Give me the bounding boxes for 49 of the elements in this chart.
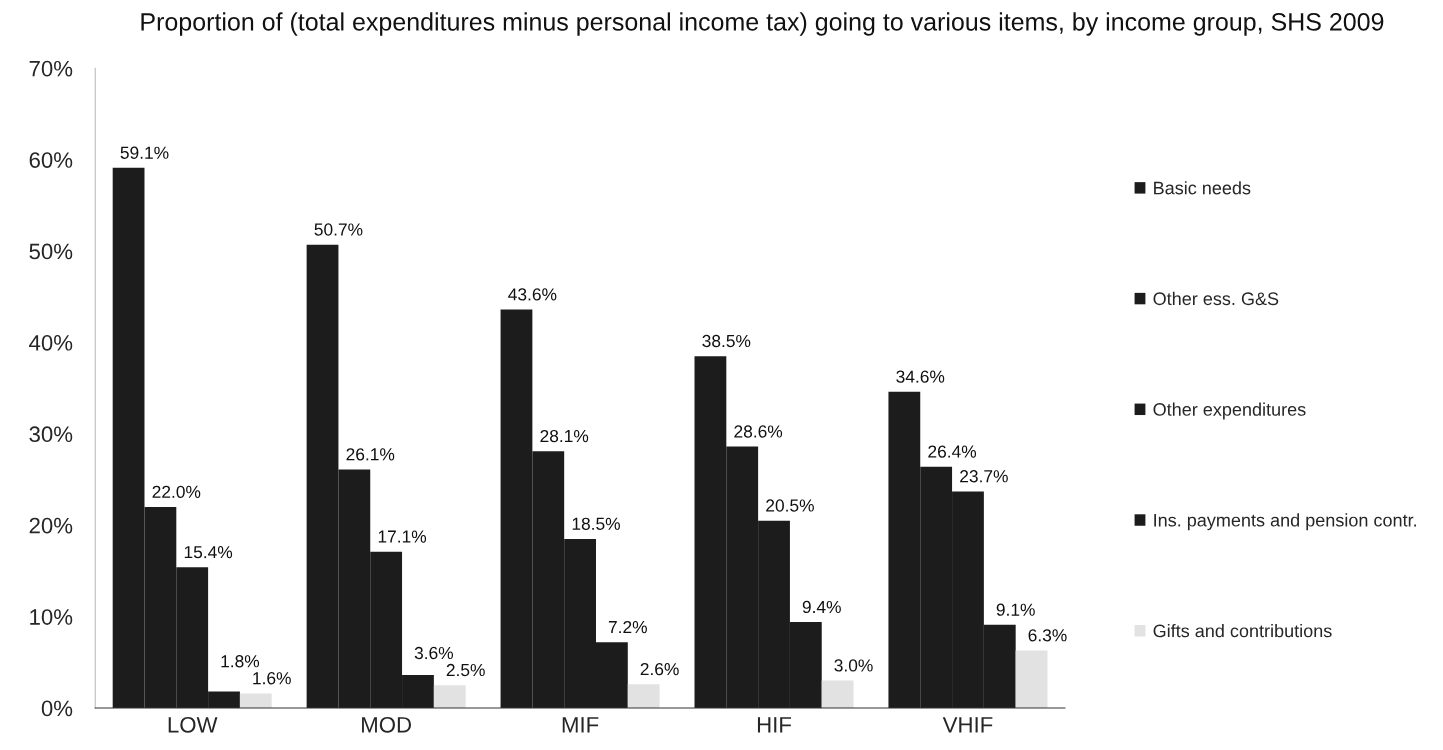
y-tick-label: 50% bbox=[29, 243, 73, 260]
data-label: 1.6% bbox=[253, 672, 291, 685]
y-tick-label: 20% bbox=[29, 517, 73, 534]
data-label: 7.2% bbox=[608, 620, 647, 634]
legend-label: Basic needs bbox=[1154, 181, 1251, 195]
y-tick-label: 10% bbox=[30, 609, 73, 625]
data-label: 9.1% bbox=[996, 603, 1035, 616]
chart-title: Proportion of (total expenditures minus personal income tax) going to various items, by income group, SHS 2009 bbox=[141, 12, 1384, 36]
x-tick-label: HIF bbox=[757, 717, 792, 733]
data-label: 2.6% bbox=[640, 662, 679, 676]
data-label: 28.6% bbox=[734, 425, 783, 438]
x-tick-label: MIF bbox=[562, 717, 599, 733]
x-tick-label: VHIF bbox=[942, 717, 993, 733]
legend-label: Other expenditures bbox=[1153, 402, 1306, 420]
legend-label: Other ess. G&S bbox=[1153, 291, 1279, 306]
y-tick-label: 40% bbox=[29, 334, 73, 351]
data-label: 28.1% bbox=[540, 429, 589, 443]
x-tick-label: LOW bbox=[168, 716, 218, 733]
y-tick-label: 30% bbox=[29, 426, 73, 443]
legend-label: Ins. payments and pension contr. bbox=[1154, 513, 1416, 531]
y-tick-label: 60% bbox=[29, 152, 73, 168]
bar bbox=[821, 680, 854, 708]
data-label: 1.8% bbox=[221, 655, 260, 668]
data-label: 20.5% bbox=[766, 499, 814, 512]
bar bbox=[627, 684, 660, 708]
legend-label: Gifts and contributions bbox=[1153, 624, 1332, 638]
bar bbox=[433, 685, 466, 708]
data-label: 26.1% bbox=[346, 448, 395, 461]
data-label: 9.4% bbox=[802, 600, 841, 614]
data-label: 43.6% bbox=[508, 288, 557, 301]
data-label: 50.7% bbox=[314, 223, 363, 236]
data-label: 26.4% bbox=[928, 445, 977, 458]
data-label: 38.5% bbox=[702, 334, 751, 348]
data-label: 6.3% bbox=[1028, 629, 1067, 642]
data-label: 3.6% bbox=[414, 646, 454, 660]
data-label: 23.7% bbox=[960, 470, 1008, 483]
bar bbox=[239, 693, 272, 708]
x-tick-label: MOD bbox=[362, 716, 412, 733]
bar bbox=[1015, 650, 1048, 708]
y-tick-label: 70% bbox=[29, 60, 73, 77]
data-label: 59.1% bbox=[120, 146, 169, 159]
data-label: 3.0% bbox=[834, 659, 873, 672]
data-label: 17.1% bbox=[378, 530, 427, 543]
data-label: 2.5% bbox=[446, 663, 485, 677]
data-label: 15.4% bbox=[184, 546, 233, 559]
data-label: 34.6% bbox=[896, 370, 945, 383]
data-label: 22.0% bbox=[152, 485, 201, 498]
y-tick-label: 0% bbox=[41, 700, 73, 717]
data-label: 18.5% bbox=[572, 517, 620, 530]
